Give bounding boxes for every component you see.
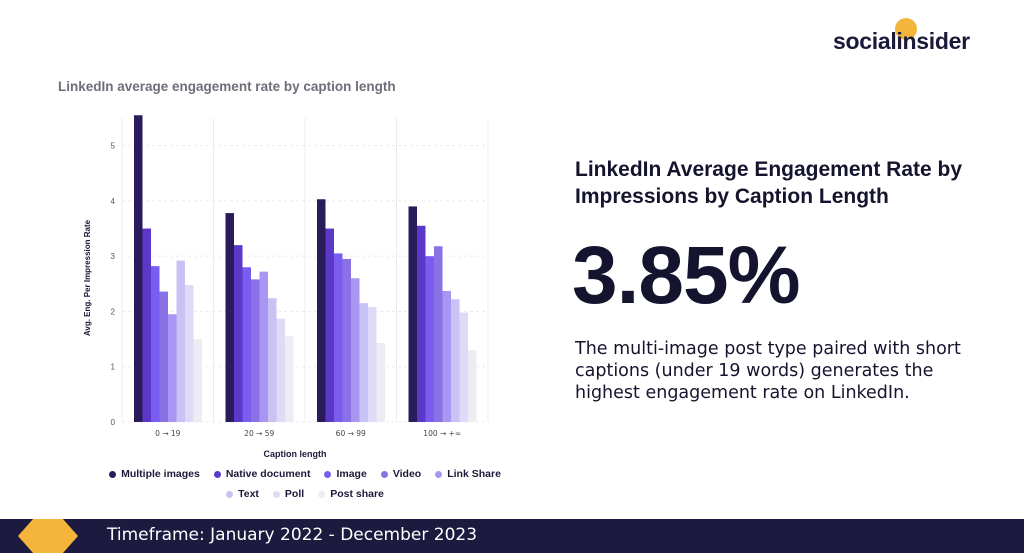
bar-chart: 0 1 2 3 4 5 0 → 19 20 → 59 60 → 99 100 → +∞ Captio… bbox=[83, 115, 489, 459]
legend-label: Link Share bbox=[447, 468, 501, 480]
y-axis-label: Avg. Eng. Per Impression Rate bbox=[83, 219, 92, 336]
x-tick-label: 100 → +∞ bbox=[423, 429, 461, 438]
legend-item: Link Share bbox=[435, 468, 501, 480]
smiley-dot-icon bbox=[895, 18, 917, 40]
bar bbox=[168, 314, 177, 422]
bar bbox=[376, 342, 385, 422]
legend-dot-icon bbox=[109, 470, 117, 478]
y-tick-label: 4 bbox=[111, 197, 116, 206]
description-text: The multi-image post type paired with sh… bbox=[575, 339, 961, 403]
bar bbox=[334, 253, 343, 422]
bar bbox=[159, 291, 168, 422]
bar bbox=[459, 312, 468, 422]
bar bbox=[342, 258, 351, 422]
y-tick-label: 2 bbox=[111, 307, 116, 316]
legend-dot-icon bbox=[435, 470, 443, 478]
bar bbox=[142, 228, 151, 422]
bar bbox=[442, 291, 451, 422]
legend-label: Native document bbox=[225, 468, 311, 480]
chart-title: LinkedIn average engagement rate by capt… bbox=[58, 79, 396, 94]
headline: LinkedIn Average Engagement Rate by Impr… bbox=[575, 158, 963, 208]
bar bbox=[185, 284, 194, 422]
legend-item: Post share bbox=[318, 488, 384, 500]
bar bbox=[234, 245, 243, 422]
bar bbox=[451, 299, 460, 422]
legend-item: Text bbox=[226, 488, 259, 500]
bar bbox=[251, 279, 260, 422]
x-tick-label: 0 → 19 bbox=[155, 429, 181, 438]
bar bbox=[151, 266, 160, 422]
bar bbox=[417, 225, 426, 422]
legend-dot-icon bbox=[226, 490, 234, 498]
y-tick-label: 1 bbox=[111, 363, 116, 372]
legend-label: Video bbox=[392, 468, 422, 480]
legend-label: Poll bbox=[284, 488, 305, 500]
bar bbox=[259, 271, 268, 422]
legend-label: Post share bbox=[330, 488, 384, 500]
legend-row: Multiple images Native document Image Video… bbox=[100, 468, 510, 480]
bar bbox=[351, 278, 360, 422]
legend-dot-icon bbox=[324, 470, 332, 478]
legend-label: Multiple images bbox=[121, 468, 200, 480]
bar bbox=[285, 336, 294, 422]
bar bbox=[359, 303, 368, 422]
bar bbox=[425, 256, 434, 422]
bar bbox=[468, 350, 477, 422]
x-tick-label: 20 → 59 bbox=[244, 429, 274, 438]
footer-bar: Timeframe: January 2022 - December 2023 bbox=[0, 519, 1024, 553]
legend-label: Image bbox=[336, 468, 367, 480]
chart-legend: Multiple images Native document Image Video… bbox=[100, 468, 510, 508]
y-tick-label: 0 bbox=[111, 418, 116, 427]
bar bbox=[276, 318, 285, 422]
bar bbox=[325, 228, 334, 422]
legend-dot-icon bbox=[380, 470, 388, 478]
bar bbox=[408, 206, 417, 422]
hexagon-icon bbox=[18, 519, 78, 553]
big-stat-number: 3.85% bbox=[572, 230, 801, 321]
bar bbox=[317, 199, 326, 422]
legend-dot-icon bbox=[272, 490, 280, 498]
bar bbox=[134, 115, 143, 423]
x-tick-label: 60 → 99 bbox=[336, 429, 366, 438]
x-axis-label: Caption length bbox=[264, 449, 327, 459]
brand-logo: socialinsider bbox=[833, 18, 993, 60]
legend-row: Text Poll Post share bbox=[100, 488, 510, 500]
bar bbox=[193, 339, 202, 422]
y-tick-label: 5 bbox=[111, 142, 116, 151]
bar bbox=[434, 246, 443, 422]
legend-item: Image bbox=[324, 468, 367, 480]
legend-dot-icon bbox=[318, 490, 326, 498]
legend-item: Multiple images bbox=[109, 468, 200, 480]
legend-item: Video bbox=[380, 468, 422, 480]
legend-item: Native document bbox=[213, 468, 311, 480]
legend-item: Poll bbox=[272, 488, 305, 500]
y-tick-label: 3 bbox=[111, 252, 116, 261]
bar bbox=[176, 260, 185, 422]
legend-dot-icon bbox=[213, 470, 221, 478]
bar bbox=[225, 213, 234, 422]
bar bbox=[268, 298, 277, 422]
legend-label: Text bbox=[238, 488, 259, 500]
bar bbox=[242, 267, 251, 422]
brand-name: socialinsider bbox=[833, 28, 970, 54]
timeframe-text: Timeframe: January 2022 - December 2023 bbox=[107, 525, 478, 545]
bar bbox=[368, 307, 377, 422]
